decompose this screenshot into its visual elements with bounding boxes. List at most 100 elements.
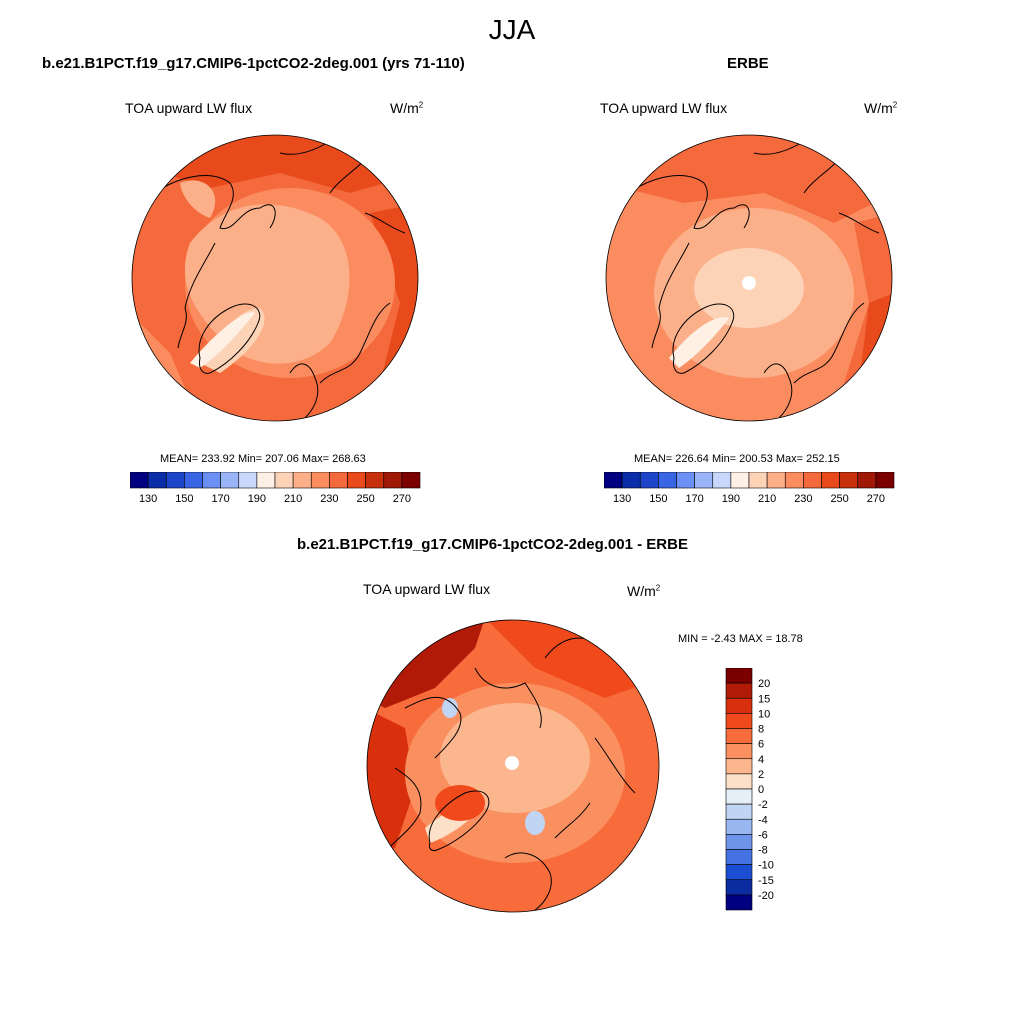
colorbar-1-tick-2: 170 <box>211 493 229 505</box>
map1-field-alaska <box>180 180 216 218</box>
colorbar-2-swatch-7 <box>730 472 750 489</box>
colorbar-3-tick-10: -6 <box>758 829 768 841</box>
panel-2-variable: TOA upward LW flux <box>600 100 728 116</box>
colorbar-1-tick-1: 150 <box>175 493 193 505</box>
polar-map-1 <box>131 134 419 422</box>
colorbar-1-swatch-12 <box>347 472 366 489</box>
map3-pole-hole <box>505 756 519 770</box>
colorbar-1-tick-6: 250 <box>356 493 374 505</box>
colorbar-3-tick-13: -15 <box>758 875 774 887</box>
colorbar-3-tick-11: -8 <box>758 845 768 857</box>
panel-2-case-title: ERBE <box>727 55 769 72</box>
colorbar-1-swatch-4 <box>202 472 221 489</box>
map2-pole-hole <box>742 276 756 290</box>
colorbar-1-tick-5: 230 <box>320 493 338 505</box>
map1-border <box>131 134 419 422</box>
colorbar-2-tick-5: 230 <box>794 493 812 505</box>
colorbar-1-swatch-10 <box>310 472 330 489</box>
polar-map-3 <box>366 619 660 913</box>
panel-3-units: W/m2 <box>627 583 661 599</box>
colorbar-2-tick-1: 150 <box>649 493 667 505</box>
colorbar-1-swatch-11 <box>329 472 348 489</box>
panel-3-stats: MIN = -2.43 MAX = 18.78 <box>678 633 803 645</box>
colorbar-2-swatch-10 <box>784 472 804 489</box>
colorbar-2-tick-3: 190 <box>722 493 740 505</box>
colorbar-3-tick-1: 15 <box>758 693 770 705</box>
panel-1-variable: TOA upward LW flux <box>125 100 253 116</box>
colorbar-3-swatch-8 <box>725 788 753 805</box>
map2-border <box>605 134 893 422</box>
colorbar-1-swatch-7 <box>256 472 276 489</box>
colorbar-3-tick-9: -4 <box>758 814 768 826</box>
colorbar-2-swatch-0 <box>604 472 623 489</box>
colorbar-2-swatch-1 <box>621 472 641 489</box>
colorbar-2-swatch-4 <box>676 472 695 489</box>
colorbar-3-tick-2: 10 <box>758 708 770 720</box>
colorbar-3-swatch-15 <box>725 894 753 911</box>
map3-border <box>366 619 660 913</box>
colorbar-2-tick-4: 210 <box>758 493 776 505</box>
colorbar-1-swatch-5 <box>220 472 240 489</box>
panel-1-units: W/m2 <box>390 100 424 116</box>
map2-coastlines <box>628 137 880 419</box>
colorbar-3-swatch-7 <box>725 773 753 790</box>
panel-1-case-title: b.e21.B1PCT.f19_g17.CMIP6-1pctCO2-2deg.0… <box>42 55 465 72</box>
map3-field-baffin <box>435 785 485 821</box>
colorbar-2-tick-7: 270 <box>867 493 885 505</box>
colorbar-2-swatch-5 <box>694 472 714 489</box>
colorbar-3-tick-5: 4 <box>758 754 764 766</box>
colorbar-1-swatch-15 <box>401 472 421 489</box>
colorbar-3-tick-4: 6 <box>758 739 764 751</box>
colorbar-3-swatch-1 <box>725 682 753 699</box>
colorbar-2-swatch-13 <box>839 472 859 489</box>
colorbar-2-swatch-2 <box>639 472 659 489</box>
colorbar-1-swatch-14 <box>383 472 403 489</box>
map1-coastlines <box>154 137 406 419</box>
colorbar-3-swatch-0 <box>725 668 753 684</box>
colorbar-1-tick-4: 210 <box>284 493 302 505</box>
colorbar-2: 130 150 170 190 210 230 250 270 <box>604 472 895 505</box>
colorbar-3-swatch-9 <box>725 803 753 820</box>
colorbar-1-tick-0: 130 <box>139 493 157 505</box>
colorbar-2-swatch-12 <box>821 472 840 489</box>
colorbar-1-swatch-0 <box>130 472 149 489</box>
panel-1-stats: MEAN= 233.92 Min= 207.06 Max= 268.63 <box>160 453 366 465</box>
colorbar-3-tick-14: -20 <box>758 890 774 902</box>
colorbar-1-swatch-8 <box>274 472 294 489</box>
colorbar-2-swatch-15 <box>875 472 895 489</box>
panel-3-variable: TOA upward LW flux <box>363 581 491 597</box>
colorbar-3-tick-6: 2 <box>758 769 764 781</box>
colorbar-2-swatch-11 <box>803 472 822 489</box>
colorbar-2-swatch-8 <box>748 472 768 489</box>
colorbar-1-tick-7: 270 <box>393 493 411 505</box>
colorbar-2-tick-6: 250 <box>830 493 848 505</box>
colorbar-1-swatch-3 <box>184 472 203 489</box>
panel-2-units: W/m2 <box>864 100 898 116</box>
colorbar-3-tick-12: -10 <box>758 860 774 872</box>
colorbar-3-tick-0: 20 <box>758 678 770 690</box>
colorbar-1-swatch-9 <box>292 472 312 489</box>
colorbar-3-swatch-10 <box>725 818 753 835</box>
map1-field-arctic <box>184 204 350 364</box>
colorbar-3-swatch-6 <box>725 758 753 775</box>
polar-map-2 <box>605 134 893 422</box>
colorbar-3-swatch-2 <box>725 697 753 714</box>
colorbar-3-swatch-5 <box>725 743 753 760</box>
colorbar-3-swatch-11 <box>725 834 753 850</box>
colorbar-3-swatch-3 <box>725 713 753 729</box>
colorbar-1-tick-3: 190 <box>248 493 266 505</box>
colorbar-2-swatch-6 <box>712 472 732 489</box>
colorbar-2-swatch-3 <box>658 472 677 489</box>
colorbar-1: 130 150 170 190 210 230 250 270 <box>130 472 421 505</box>
colorbar-3-tick-3: 8 <box>758 724 764 736</box>
figure-title: JJA <box>488 14 536 45</box>
colorbar-3-tick-7: 0 <box>758 784 764 796</box>
colorbar-3-swatch-14 <box>725 879 753 896</box>
colorbar-3-tick-8: -2 <box>758 799 768 811</box>
colorbar-3-swatch-12 <box>725 849 753 865</box>
map2-field-pacific <box>606 135 892 223</box>
map1-field-greenland <box>200 308 265 373</box>
map3-field-negative-2 <box>442 698 458 718</box>
map1-field-greenland-core <box>190 312 255 368</box>
